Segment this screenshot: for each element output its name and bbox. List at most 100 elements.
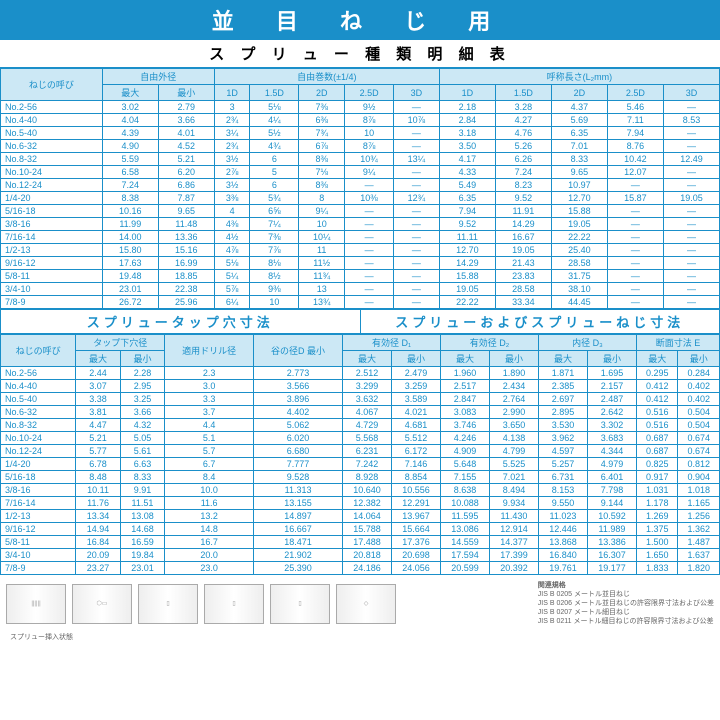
cell: 38.10 — [551, 283, 607, 296]
cell: — — [663, 244, 719, 257]
cell: 4.39 — [102, 127, 158, 140]
cell: 14.29 — [495, 218, 551, 231]
cell: 7.94 — [607, 127, 663, 140]
cell: 3.28 — [495, 101, 551, 114]
cell: — — [663, 231, 719, 244]
cell: 14.8 — [165, 523, 254, 536]
cell: 5.69 — [551, 114, 607, 127]
cell: 11.51 — [120, 497, 164, 510]
cell: 1.031 — [636, 484, 677, 497]
cell: 4.76 — [495, 127, 551, 140]
cell: 7.146 — [391, 458, 440, 471]
thread-label: 3/4-10 — [1, 283, 103, 296]
cell: 3.7 — [165, 406, 254, 419]
cell: 11¾ — [299, 270, 345, 283]
cell: 18.85 — [158, 270, 214, 283]
cell: 10 — [345, 127, 394, 140]
cell: 3¼ — [214, 127, 250, 140]
cell: 4.52 — [158, 140, 214, 153]
cell: 5.062 — [254, 419, 343, 432]
table1-subhead: 最小 — [158, 85, 214, 101]
thread-label: 9/16-12 — [1, 523, 76, 536]
cell: 12.446 — [538, 523, 587, 536]
cell: 7⅛ — [299, 166, 345, 179]
cell: 6.20 — [158, 166, 214, 179]
cell: 4.47 — [76, 419, 120, 432]
cell: 0.412 — [636, 380, 677, 393]
cell: 3.632 — [342, 393, 391, 406]
cell: 2.847 — [440, 393, 489, 406]
cell: 19.05 — [551, 218, 607, 231]
cell: 6⅞ — [299, 140, 345, 153]
cell: 1.820 — [678, 562, 720, 575]
cell: 2.157 — [587, 380, 636, 393]
cell: 15.16 — [158, 244, 214, 257]
cell: 0.516 — [636, 406, 677, 419]
standard-2: JIS B 0207 メートル細目ねじ — [538, 608, 714, 617]
cell: 9.91 — [120, 484, 164, 497]
cell: 20.0 — [165, 549, 254, 562]
table1-subhead: 1.5D — [495, 85, 551, 101]
cell: 16.307 — [587, 549, 636, 562]
cell: 15.88 — [439, 270, 495, 283]
grp-inner-d3: 内径 D₃ — [538, 335, 636, 351]
table1-subhead: 2.5D — [607, 85, 663, 101]
cell: 14.559 — [440, 536, 489, 549]
cell: 8.38 — [102, 192, 158, 205]
cell: 5.21 — [158, 153, 214, 166]
cell: 14.00 — [102, 231, 158, 244]
cell: 5.46 — [607, 101, 663, 114]
table1-subhead: 3D — [394, 85, 440, 101]
cell: 10.088 — [440, 497, 489, 510]
grp-tap-hole: タップ下穴径 — [76, 335, 165, 351]
cell: 2.434 — [489, 380, 538, 393]
cell: 5.26 — [495, 140, 551, 153]
cell: 9.52 — [495, 192, 551, 205]
cell: — — [394, 283, 440, 296]
cell: 7⅞ — [250, 244, 299, 257]
cell: 11.99 — [102, 218, 158, 231]
cell: 0.402 — [678, 380, 720, 393]
cell: 9.528 — [254, 471, 343, 484]
thread-label: No.5-40 — [1, 393, 76, 406]
cell: 8.928 — [342, 471, 391, 484]
cell: 2.773 — [254, 367, 343, 380]
table2-subhead: 最小 — [678, 351, 720, 367]
cell: 10.42 — [607, 153, 663, 166]
cell: 18.471 — [254, 536, 343, 549]
diagram-bolt-assembly: ⬡▭ — [72, 584, 132, 624]
cell: 3.530 — [538, 419, 587, 432]
cell: 19.177 — [587, 562, 636, 575]
cell: 11.989 — [587, 523, 636, 536]
cell: 21.43 — [495, 257, 551, 270]
cell: 3⅜ — [214, 192, 250, 205]
cell: 1.165 — [678, 497, 720, 510]
thread-label: 3/8-16 — [1, 218, 103, 231]
thread-label: 3/4-10 — [1, 549, 76, 562]
thread-label: No.8-32 — [1, 153, 103, 166]
cell: 2.84 — [439, 114, 495, 127]
cell: 10.592 — [587, 510, 636, 523]
cell: 13.386 — [587, 536, 636, 549]
cell: 5.648 — [440, 458, 489, 471]
cell: 11.023 — [538, 510, 587, 523]
thread-label: 5/16-18 — [1, 471, 76, 484]
cell: 6.731 — [538, 471, 587, 484]
cell: 3.0 — [165, 380, 254, 393]
cell: 23.0 — [165, 562, 254, 575]
cell: 1.833 — [636, 562, 677, 575]
cell: 5.512 — [391, 432, 440, 445]
cell: 21.902 — [254, 549, 343, 562]
cell: 8⅜ — [299, 179, 345, 192]
cell: 6.86 — [158, 179, 214, 192]
cell: 2.990 — [489, 406, 538, 419]
cell: — — [663, 296, 719, 309]
cell: — — [607, 218, 663, 231]
cell: 16.840 — [538, 549, 587, 562]
table2-subhead: 最小 — [120, 351, 164, 367]
cell: 2.642 — [587, 406, 636, 419]
cell: 5.21 — [76, 432, 120, 445]
cell: 6 — [250, 153, 299, 166]
cell: — — [394, 296, 440, 309]
diagram-section-3: ▯ — [270, 584, 330, 624]
